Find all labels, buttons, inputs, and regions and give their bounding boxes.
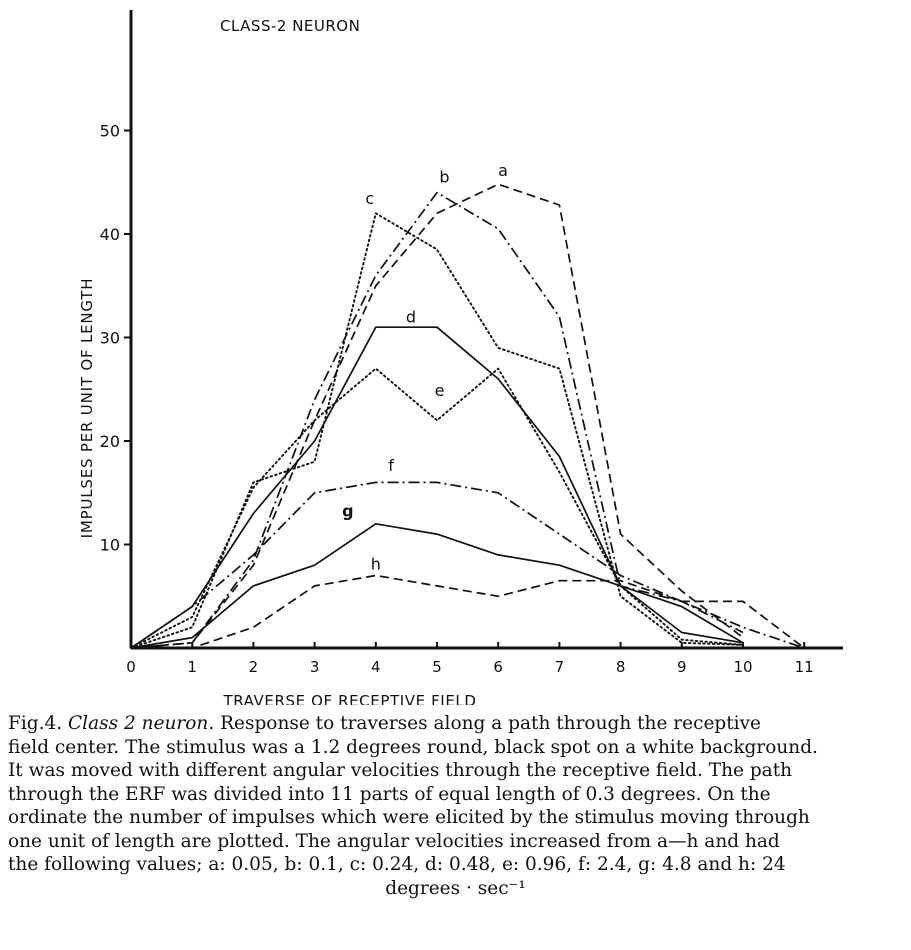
series-line-b xyxy=(130,191,744,649)
series-line-f xyxy=(130,481,805,649)
figure-caption: Fig.4. Class 2 neuron. Response to trave… xyxy=(8,712,903,900)
caption-line-5: ordinate the number of impulses which we… xyxy=(8,807,810,828)
series-labels: a b c d e f g h xyxy=(342,161,508,573)
series-line-c xyxy=(130,212,744,649)
x-tick-label: 8 xyxy=(616,658,626,676)
series-label-c: c xyxy=(365,189,374,208)
series-label-g: g xyxy=(342,502,353,521)
series-line-h xyxy=(131,574,805,649)
caption-text: Response to traverses along a path throu… xyxy=(220,713,761,734)
chart-axes xyxy=(129,10,843,650)
caption-line-4: through the ERF was divided into 11 part… xyxy=(8,783,771,805)
y-tick-label: 10 xyxy=(100,536,120,555)
x-tick-label: 0 xyxy=(126,658,136,676)
caption-label: Fig.4. xyxy=(8,713,63,734)
series-line-d xyxy=(130,326,744,649)
caption-line-1: Fig.4. Class 2 neuron. Response to trave… xyxy=(8,713,761,734)
x-tick-label: 1 xyxy=(187,658,197,676)
y-tick-label: 40 xyxy=(100,225,120,244)
caption-line-2: field center. The stimulus was a 1.2 deg… xyxy=(8,736,818,758)
x-tick-label: 6 xyxy=(493,658,503,676)
series-label-f: f xyxy=(388,456,394,475)
series-label-e: e xyxy=(435,381,445,400)
x-tick-label: 7 xyxy=(555,658,565,676)
x-tick-label: 3 xyxy=(310,658,320,676)
chart-series xyxy=(130,183,805,649)
series-line-e xyxy=(130,367,744,649)
x-axis-title: TRAVERSE OF RECEPTIVE FIELD xyxy=(222,692,476,705)
series-label-b: b xyxy=(439,167,449,186)
series-label-a: a xyxy=(498,161,508,180)
x-tick-label: 11 xyxy=(795,658,814,676)
y-tick-label: 50 xyxy=(100,122,120,141)
y-axis-title: IMPULSES PER UNIT OF LENGTH xyxy=(78,278,96,539)
x-tick-label: 2 xyxy=(249,658,259,676)
caption-line-7: the following values; a: 0.05, b: 0.1, c… xyxy=(8,854,786,875)
series-line-a xyxy=(130,183,744,649)
x-tick-label: 10 xyxy=(733,658,752,676)
caption-title: Class 2 neuron xyxy=(68,713,209,734)
chart-title: CLASS-2 NEURON xyxy=(220,17,360,35)
caption-line-6: one unit of length are plotted. The angu… xyxy=(8,830,780,852)
y-tick-label: 30 xyxy=(100,329,120,348)
x-tick-label: 4 xyxy=(371,658,381,676)
series-label-h: h xyxy=(371,554,381,573)
x-tick-label: 9 xyxy=(677,658,687,676)
y-tick-label: 20 xyxy=(100,432,120,451)
chart-figure: 0 1 2 3 4 5 6 7 8 9 10 11 10 20 30 40 50 a b c d e f g h CLASS-… xyxy=(78,10,843,705)
x-tick-label: 5 xyxy=(432,658,442,676)
caption-line-3: It was moved with different angular velo… xyxy=(8,760,793,781)
series-label-d: d xyxy=(406,307,416,326)
series-line-g xyxy=(130,522,744,649)
caption-line-8: degrees · sec⁻¹ xyxy=(385,877,526,899)
chart-ticks: 0 1 2 3 4 5 6 7 8 9 10 11 10 20 30 40 50 xyxy=(100,122,814,677)
